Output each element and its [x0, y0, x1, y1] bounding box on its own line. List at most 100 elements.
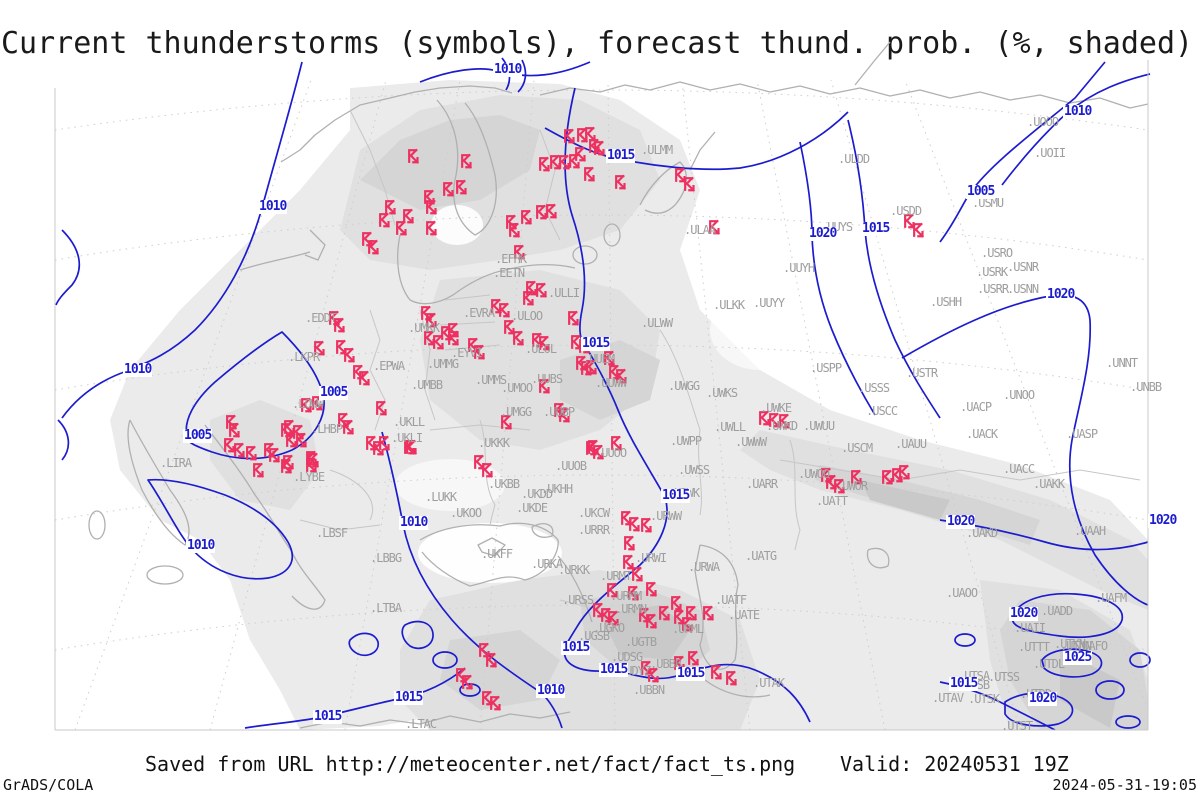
station-label: .UGTB — [625, 635, 657, 649]
station-label: .UACC — [1003, 462, 1035, 476]
station-label: .UAKD — [966, 526, 998, 540]
station-label: .URWA — [688, 560, 720, 574]
station-label: .UAFM — [1095, 591, 1127, 605]
isobar-label: 1015 — [313, 709, 342, 724]
station-label: .URWI — [635, 551, 667, 565]
isobar-label: 1005 — [183, 428, 212, 443]
station-label: .URKK — [558, 563, 590, 577]
station-label: .UACP — [960, 400, 992, 414]
station-label: .UTSK — [968, 692, 1000, 706]
station-label: .URMN — [615, 602, 647, 616]
map-frame — [54, 60, 1149, 731]
station-label: .ULAA — [684, 223, 716, 237]
station-label: .EDDT — [305, 311, 337, 325]
station-label: .USRR — [977, 282, 1009, 296]
thunderstorm-symbol — [913, 223, 924, 238]
station-label: .UBBN — [633, 683, 665, 697]
isobar-label: 1015 — [599, 662, 628, 677]
station-label: .ULWW — [641, 316, 673, 330]
isobar-label: 1015 — [861, 221, 890, 236]
isobar-label: 1020 — [1028, 691, 1057, 706]
station-label: .UUBP — [543, 405, 575, 419]
station-label: .UMOO — [501, 381, 533, 395]
isobar-label: 1015 — [581, 336, 610, 351]
station-label: .USHH — [930, 295, 962, 309]
station-label: .UKLI — [391, 431, 423, 445]
isobar-label: 1015 — [561, 640, 590, 655]
station-label: .UMMG — [427, 357, 459, 371]
station-label: .UAUU — [895, 437, 927, 451]
station-label: .UWSS — [678, 463, 710, 477]
station-label: .LOWW — [292, 397, 324, 411]
station-label: .ULKK — [713, 298, 745, 312]
station-label: .UOII — [1034, 146, 1066, 160]
station-label: .UASP — [1066, 427, 1098, 441]
station-label: .UAAH — [1074, 524, 1106, 538]
station-label: .LUKK — [425, 490, 457, 504]
footer-saved-url: Saved from URL http://meteocenter.net/fa… — [145, 752, 796, 776]
station-label: .UMKK — [408, 321, 440, 335]
station-label: .URMT — [600, 569, 632, 583]
station-label: .URMM — [610, 589, 642, 603]
station-label: .LTAC — [405, 717, 437, 731]
station-label: .EPWA — [373, 359, 405, 373]
station-label: .ULDD — [838, 152, 870, 166]
station-label: .UUYH — [783, 261, 815, 275]
station-label: .UTKN — [1054, 637, 1086, 651]
station-label: .URWW — [650, 509, 682, 523]
station-label: .UKDD — [521, 487, 553, 501]
footer-valid-time: Valid: 20240531 19Z — [840, 752, 1069, 776]
station-label: .UATE — [728, 608, 760, 622]
station-label: .URKA — [531, 557, 563, 571]
coastlines — [88, 41, 1149, 729]
station-label: .UTDL — [1033, 657, 1065, 671]
station-label: .UADD — [1041, 604, 1073, 618]
station-label: .UTSS — [988, 670, 1020, 684]
isobar-label: 1025 — [1063, 650, 1092, 665]
station-label: .UTAK — [753, 676, 785, 690]
station-label: .UUEM — [583, 352, 615, 366]
station-label: .UWLL — [714, 420, 746, 434]
isobar-label: 1005 — [966, 184, 995, 199]
isobar-label: 1010 — [186, 538, 215, 553]
footer-engine: GrADS/COLA — [3, 776, 94, 794]
station-label: .UMBB — [411, 378, 443, 392]
station-label: .UWGG — [668, 379, 700, 393]
station-label: .UUYY — [753, 296, 785, 310]
station-label: .UAKK — [1033, 477, 1065, 491]
isobar-label: 1010 — [258, 199, 287, 214]
station-label: .UATT — [816, 494, 848, 508]
station-label: .USCC — [866, 404, 898, 418]
station-label: .UKHH — [541, 482, 573, 496]
station-label: .UKFF — [481, 547, 513, 561]
station-label: .UKLL — [393, 415, 425, 429]
station-label: .LBSF — [316, 526, 348, 540]
station-label: .USRO — [981, 246, 1013, 260]
station-label: .USTR — [906, 366, 938, 380]
station-label: .UUWW — [595, 376, 627, 390]
station-label: .URSS — [562, 593, 594, 607]
isobar-label: 1010 — [1063, 104, 1092, 119]
station-label: .LIRA — [160, 456, 192, 470]
station-label: .UUBS — [531, 372, 563, 386]
station-label: .ULMM — [641, 143, 673, 157]
station-label: .USSS — [858, 381, 890, 395]
isobar-label: 1015 — [606, 148, 635, 163]
station-label: .UARR — [746, 477, 778, 491]
station-label: .UKBB — [488, 477, 520, 491]
station-label: .LBBG — [370, 551, 402, 565]
station-label: .ULOO — [511, 309, 543, 323]
station-label: .UMMS — [475, 373, 507, 387]
station-label: .UWPP — [670, 434, 702, 448]
station-label: .UWOO — [798, 467, 830, 481]
station-label: .URRR — [578, 523, 610, 537]
station-label: .UUOO — [595, 446, 627, 460]
isobar-label: 1010 — [536, 683, 565, 698]
isobar-label: 1010 — [399, 515, 428, 530]
station-label: .UTST — [1001, 719, 1033, 733]
station-label: .UWOR — [836, 479, 868, 493]
station-label: .EYVI — [451, 346, 483, 360]
isobar-label: 1020 — [1046, 287, 1075, 302]
